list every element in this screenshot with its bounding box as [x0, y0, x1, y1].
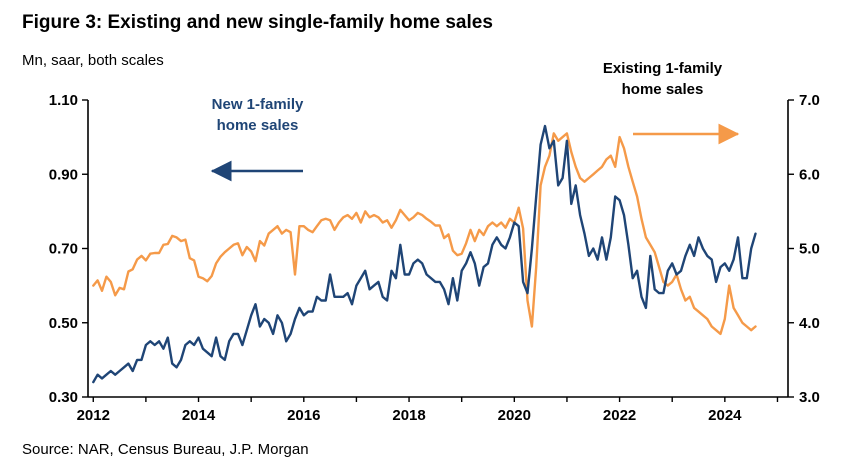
svg-text:2024: 2024	[708, 407, 742, 424]
svg-text:2018: 2018	[392, 407, 425, 424]
svg-text:0.30: 0.30	[49, 389, 78, 406]
svg-text:2020: 2020	[498, 407, 531, 424]
new-sales-annotation-line2: home sales	[216, 117, 299, 134]
svg-text:4.0: 4.0	[799, 315, 820, 332]
right-axis-ticks: 3.0 4.0 5.0 6.0 7.0	[788, 92, 820, 406]
svg-text:6.0: 6.0	[799, 166, 820, 183]
svg-text:0.90: 0.90	[49, 166, 78, 183]
svg-text:7.0: 7.0	[799, 92, 820, 109]
svg-text:0.50: 0.50	[49, 315, 78, 332]
existing-sales-annotation-line1: Existing 1-family	[602, 60, 723, 77]
source-note: Source: NAR, Census Bureau, J.P. Morgan	[22, 441, 309, 458]
svg-text:2016: 2016	[287, 407, 320, 424]
new-sales-annotation-line1: New 1-family	[211, 96, 304, 113]
svg-text:0.70: 0.70	[49, 241, 78, 258]
existing-home-sales-line	[92, 132, 757, 336]
svg-text:3.0: 3.0	[799, 389, 820, 406]
existing-sales-annotation: Existing 1-family home sales	[570, 58, 755, 100]
new-home-sales-line	[92, 124, 757, 384]
new-sales-annotation: New 1-family home sales	[165, 94, 350, 136]
chart-title: Figure 3: Existing and new single-family…	[22, 12, 493, 33]
svg-text:5.0: 5.0	[799, 241, 820, 258]
x-axis-ticks: 2012 2014 2016 2018 2020 2022 2024	[77, 397, 779, 424]
existing-sales-annotation-line2: home sales	[621, 81, 704, 98]
svg-text:2022: 2022	[603, 407, 636, 424]
left-axis-ticks: 0.30 0.50 0.70 0.90 1.10	[49, 92, 88, 406]
svg-text:2012: 2012	[77, 407, 110, 424]
svg-text:1.10: 1.10	[49, 92, 78, 109]
axis-units-note: Mn, saar, both scales	[22, 52, 164, 69]
svg-text:2014: 2014	[182, 407, 216, 424]
